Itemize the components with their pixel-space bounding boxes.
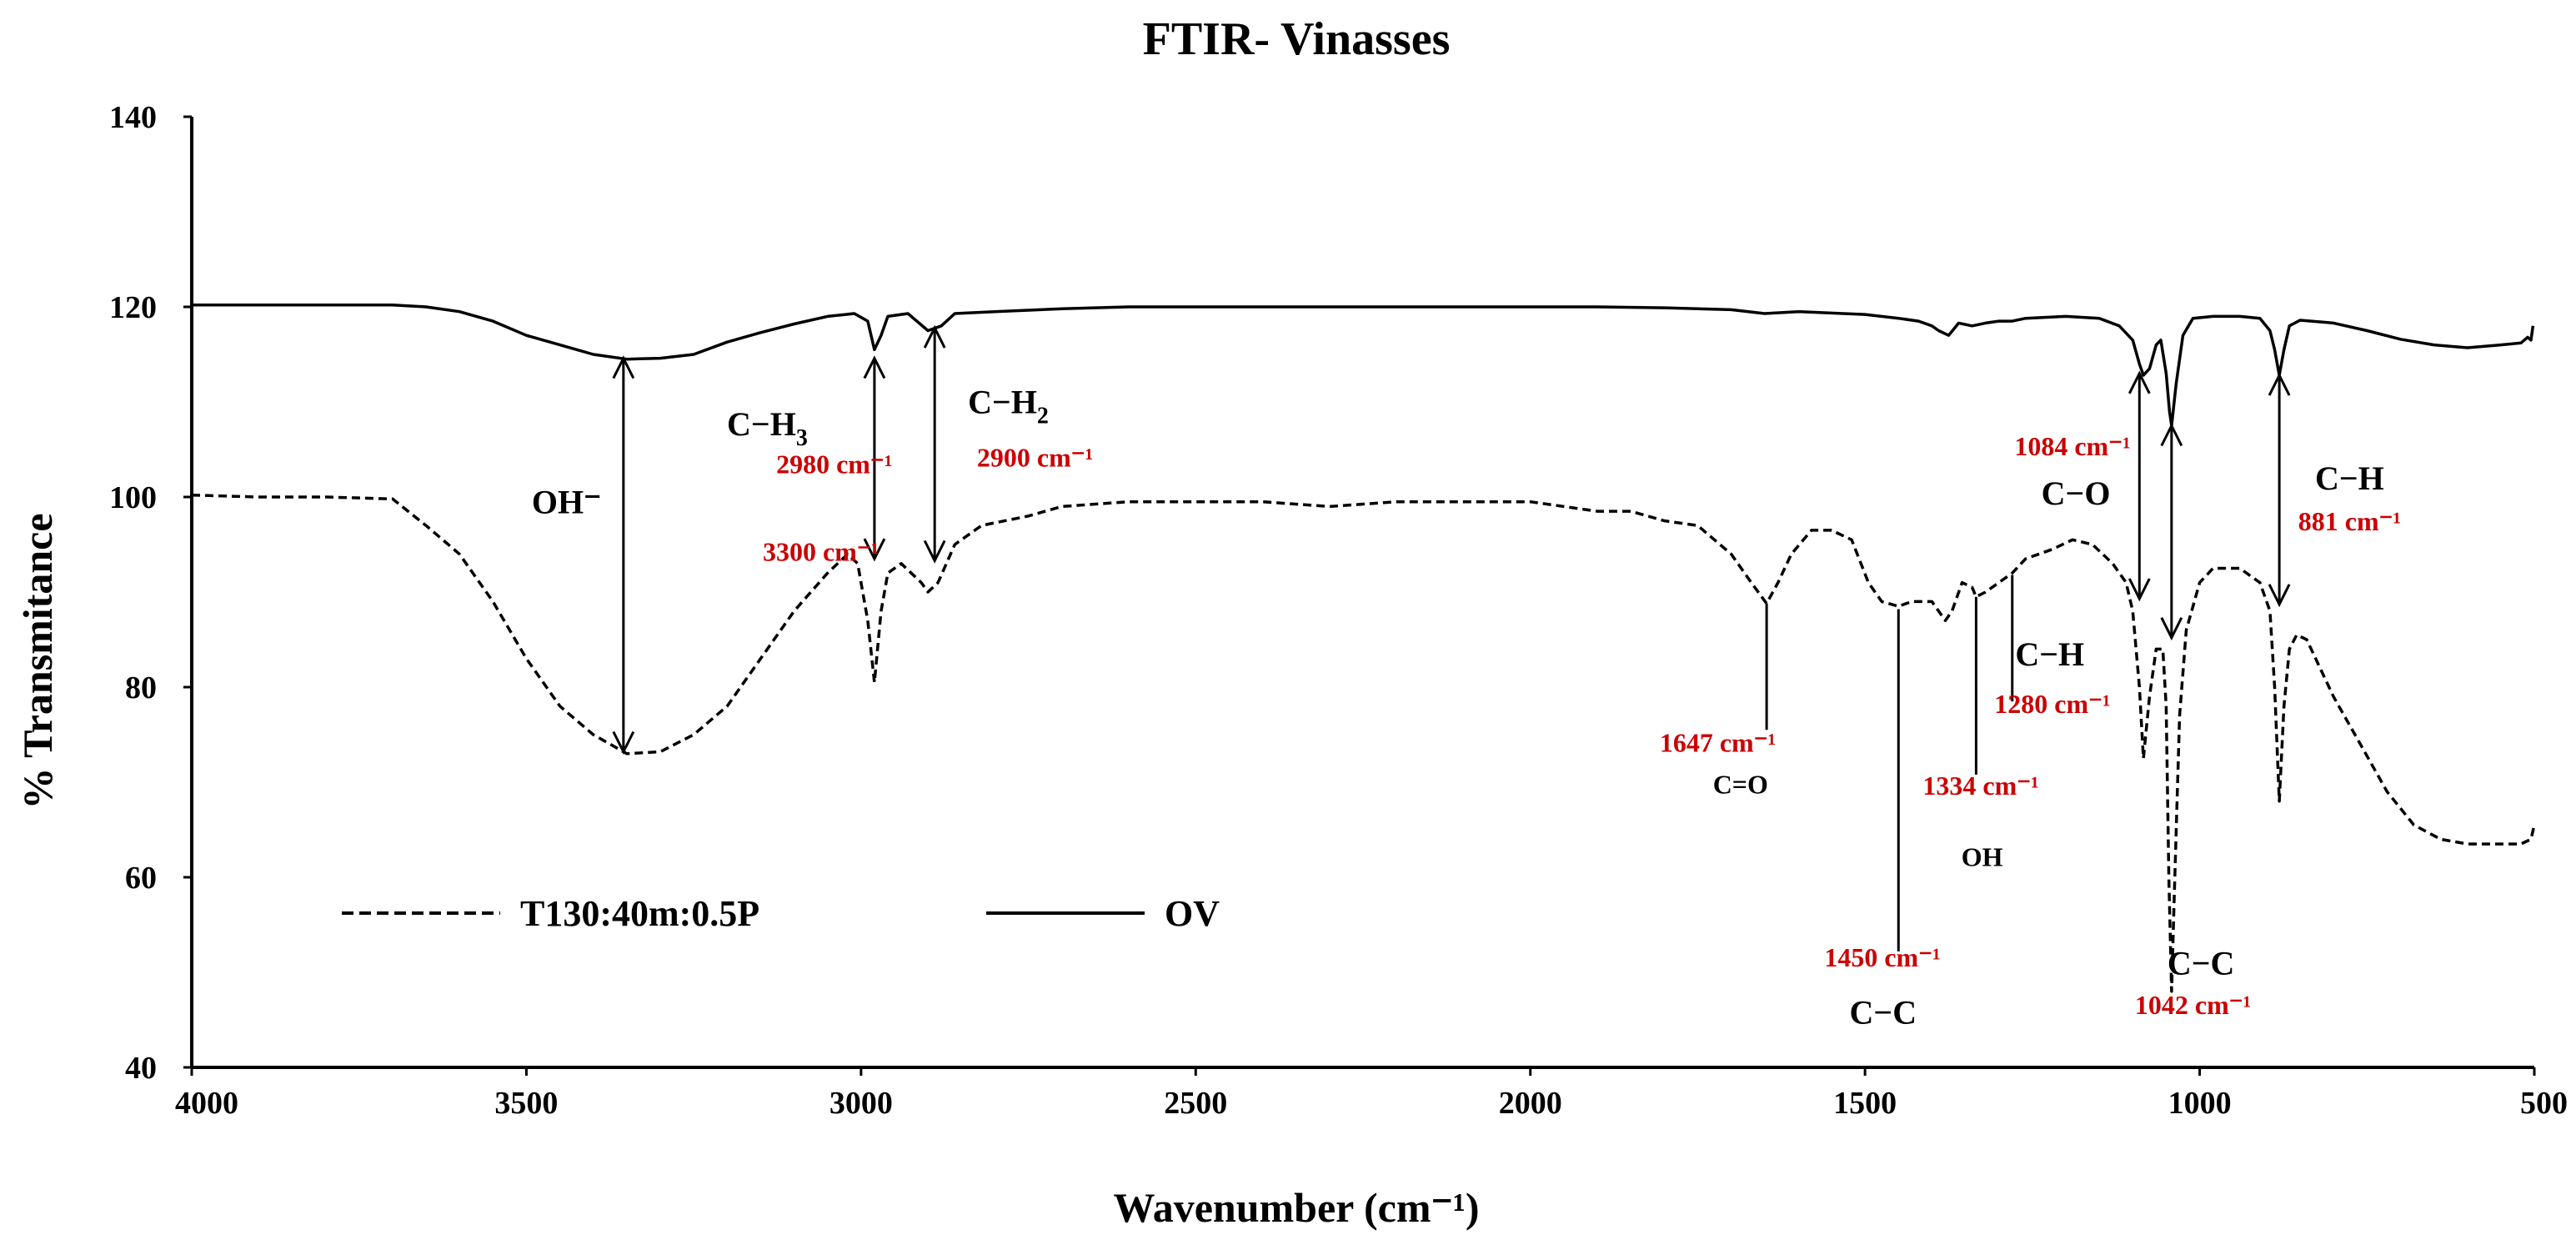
bond-label: C−H — [2015, 635, 2084, 673]
arrow-head — [2127, 370, 2151, 394]
tick-labels: 4000 3500 3000 2500 2000 1500 1000 500 40 60 80 100… — [109, 100, 2568, 1121]
peak-wavenumber-label: 1084 cm⁻¹ — [2014, 431, 2130, 461]
peak-wavenumber-label: 1647 cm⁻¹ — [1660, 728, 1776, 758]
arrow-head — [612, 355, 635, 379]
bond-label: C−O — [2042, 474, 2111, 512]
bond-label: C−C — [2168, 944, 2235, 981]
arrow-head — [923, 540, 946, 564]
y-tick-label: 100 — [109, 480, 157, 515]
annotation-arrows — [612, 324, 2291, 951]
arrow-head — [923, 324, 946, 349]
bond-label: OH — [1962, 841, 2003, 871]
y-tick-label: 140 — [109, 100, 157, 135]
arrow-head — [863, 355, 886, 379]
x-axis-label: Wavenumber (cm⁻¹) — [1113, 1184, 1479, 1231]
peak-wavenumber-label: 881 cm⁻¹ — [2298, 506, 2401, 536]
y-tick-label: 80 — [125, 670, 157, 705]
x-tick-label: 1500 — [1833, 1086, 1897, 1121]
peak-wavenumber-label: 2900 cm⁻¹ — [977, 443, 1093, 473]
peak-wavenumber-label: 1042 cm⁻¹ — [2135, 990, 2251, 1020]
x-tick-label: 1000 — [2168, 1086, 2232, 1121]
peak-wavenumber-label: 1280 cm⁻¹ — [1994, 689, 2110, 719]
bond-label: C−H2 — [968, 384, 1049, 429]
peak-wavenumber-label: 1450 cm⁻¹ — [1824, 942, 1940, 972]
legend: T130:40m:0.5P OV — [342, 893, 1220, 934]
x-tick-label: 500 — [2520, 1086, 2568, 1121]
y-tick-label: 40 — [125, 1051, 157, 1086]
axes — [190, 117, 2534, 1069]
legend-label-ov: OV — [1165, 893, 1220, 934]
bond-label: C−H — [2315, 459, 2384, 497]
bond-label: C−C — [1850, 994, 1917, 1032]
bond-label: OH⁻ — [532, 483, 601, 520]
bond-label: C−H3 — [727, 405, 808, 451]
arrow-head — [612, 730, 635, 755]
series-line-ov — [192, 303, 2535, 428]
series-lines — [191, 303, 2536, 993]
arrow-head — [2268, 372, 2291, 396]
x-tick-label: 4000 — [175, 1086, 238, 1121]
chart-title: FTIR- Vinasses — [1143, 13, 1451, 65]
x-tick-label: 3000 — [829, 1086, 893, 1121]
y-tick-label: 120 — [109, 290, 157, 325]
peak-wavenumber-label: 3300 cm⁻¹ — [763, 536, 879, 566]
bond-label: C=O — [1713, 770, 1768, 800]
arrow-head — [2268, 584, 2291, 608]
x-tick-label: 3500 — [494, 1086, 558, 1121]
x-tick-label: 2000 — [1499, 1086, 1562, 1121]
arrow-head — [2160, 617, 2183, 641]
peak-wavenumber-label: 1334 cm⁻¹ — [1922, 771, 2038, 801]
arrow-head — [863, 538, 886, 562]
legend-label-t130: T130:40m:0.5P — [520, 893, 759, 934]
arrow-head — [2127, 578, 2151, 602]
peak-wavenumber-label: 2980 cm⁻¹ — [776, 449, 892, 479]
series-line-t130 — [191, 493, 2536, 993]
y-axis-label: % Transmitance — [14, 513, 61, 809]
x-tick-label: 2500 — [1164, 1086, 1227, 1121]
y-tick-label: 60 — [125, 861, 157, 896]
arrow-head — [2160, 423, 2183, 447]
